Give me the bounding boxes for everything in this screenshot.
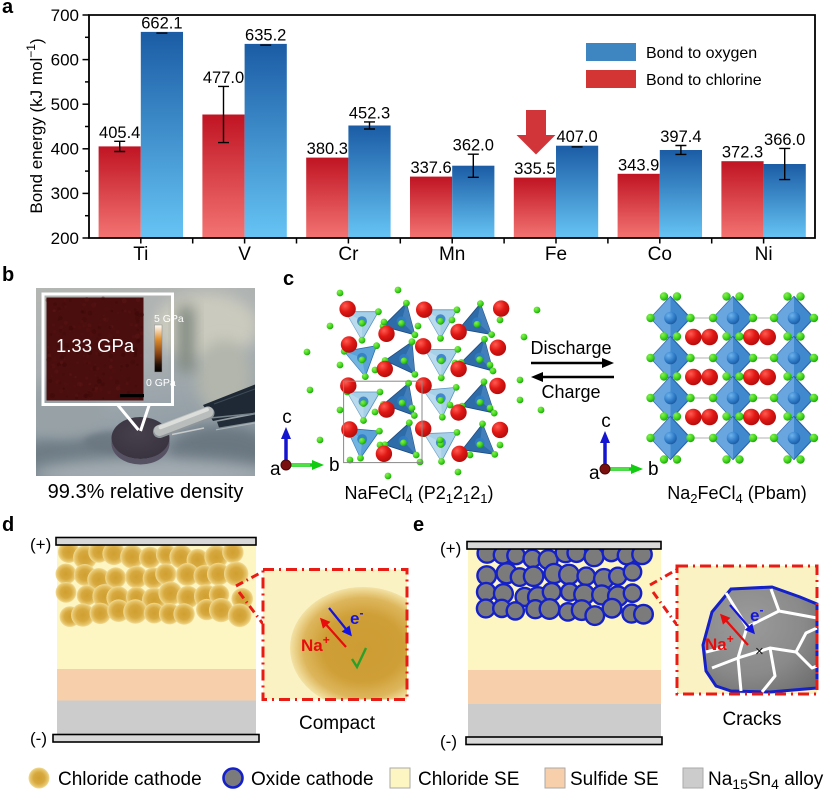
svg-text:372.3: 372.3 <box>722 144 763 162</box>
svg-text:407.0: 407.0 <box>556 128 597 146</box>
svg-text:1.33 GPa: 1.33 GPa <box>56 335 135 356</box>
svg-text:Ni: Ni <box>755 244 773 265</box>
svg-text:b: b <box>648 459 659 480</box>
svg-text:Fe: Fe <box>545 244 567 265</box>
svg-text:Compact: Compact <box>299 713 376 734</box>
svg-text:(+): (+) <box>30 535 51 554</box>
svg-text:Ti: Ti <box>133 244 148 265</box>
svg-text:337.6: 337.6 <box>410 159 451 177</box>
svg-text:Charge: Charge <box>541 382 600 402</box>
svg-text:Na+: Na+ <box>705 632 734 654</box>
svg-text:366.0: 366.0 <box>764 131 805 149</box>
svg-text:Na15Sn4 alloy: Na15Sn4 alloy <box>708 769 824 792</box>
svg-text:c: c <box>282 407 292 428</box>
svg-text:635.2: 635.2 <box>245 26 286 44</box>
svg-text:400: 400 <box>51 140 79 159</box>
svg-text:(-): (-) <box>440 732 457 751</box>
svg-text:700: 700 <box>51 6 79 25</box>
svg-text:Bond to chlorine: Bond to chlorine <box>646 72 762 89</box>
svg-text:362.0: 362.0 <box>453 137 494 155</box>
svg-text:Na2FeCl4 (Pbam): Na2FeCl4 (Pbam) <box>667 483 807 506</box>
svg-text:Co: Co <box>648 244 672 265</box>
svg-text:(+): (+) <box>440 539 461 558</box>
svg-text:397.4: 397.4 <box>660 128 701 146</box>
svg-text:Cr: Cr <box>338 244 359 265</box>
svg-text:335.5: 335.5 <box>514 160 555 178</box>
svg-text:343.9: 343.9 <box>618 156 659 174</box>
svg-text:0 GPa: 0 GPa <box>146 377 176 389</box>
svg-text:Oxide cathode: Oxide cathode <box>251 769 374 790</box>
svg-text:NaFeCl4 (P212121): NaFeCl4 (P212121) <box>345 483 494 506</box>
svg-text:200: 200 <box>51 229 79 248</box>
svg-text:b: b <box>329 455 340 476</box>
svg-text:Cracks: Cracks <box>722 709 781 730</box>
svg-text:a: a <box>589 463 600 484</box>
svg-text:477.0: 477.0 <box>203 69 244 87</box>
svg-text:5 GPa: 5 GPa <box>154 313 184 325</box>
svg-text:Discharge: Discharge <box>530 338 611 358</box>
svg-text:×: × <box>755 643 764 660</box>
svg-text:380.3: 380.3 <box>307 140 348 158</box>
svg-text:500: 500 <box>51 95 79 114</box>
svg-text:Sulfide SE: Sulfide SE <box>570 769 659 790</box>
svg-text:662.1: 662.1 <box>141 14 182 32</box>
svg-text:Chloride SE: Chloride SE <box>418 769 519 790</box>
svg-text:405.4: 405.4 <box>99 124 140 142</box>
svg-text:Na+: Na+ <box>301 633 330 655</box>
svg-text:452.3: 452.3 <box>349 104 390 122</box>
svg-text:Bond energy (kJ mol−1): Bond energy (kJ mol−1) <box>24 38 46 213</box>
svg-text:Bond to oxygen: Bond to oxygen <box>646 45 757 62</box>
svg-text:Chloride cathode: Chloride cathode <box>58 769 202 790</box>
svg-text:c: c <box>601 411 611 432</box>
svg-text:600: 600 <box>51 50 79 69</box>
svg-text:a: a <box>270 459 281 480</box>
svg-text:Mn: Mn <box>439 244 465 265</box>
svg-text:V: V <box>238 244 251 265</box>
svg-text:(-): (-) <box>30 729 47 748</box>
svg-text:300: 300 <box>51 184 79 203</box>
